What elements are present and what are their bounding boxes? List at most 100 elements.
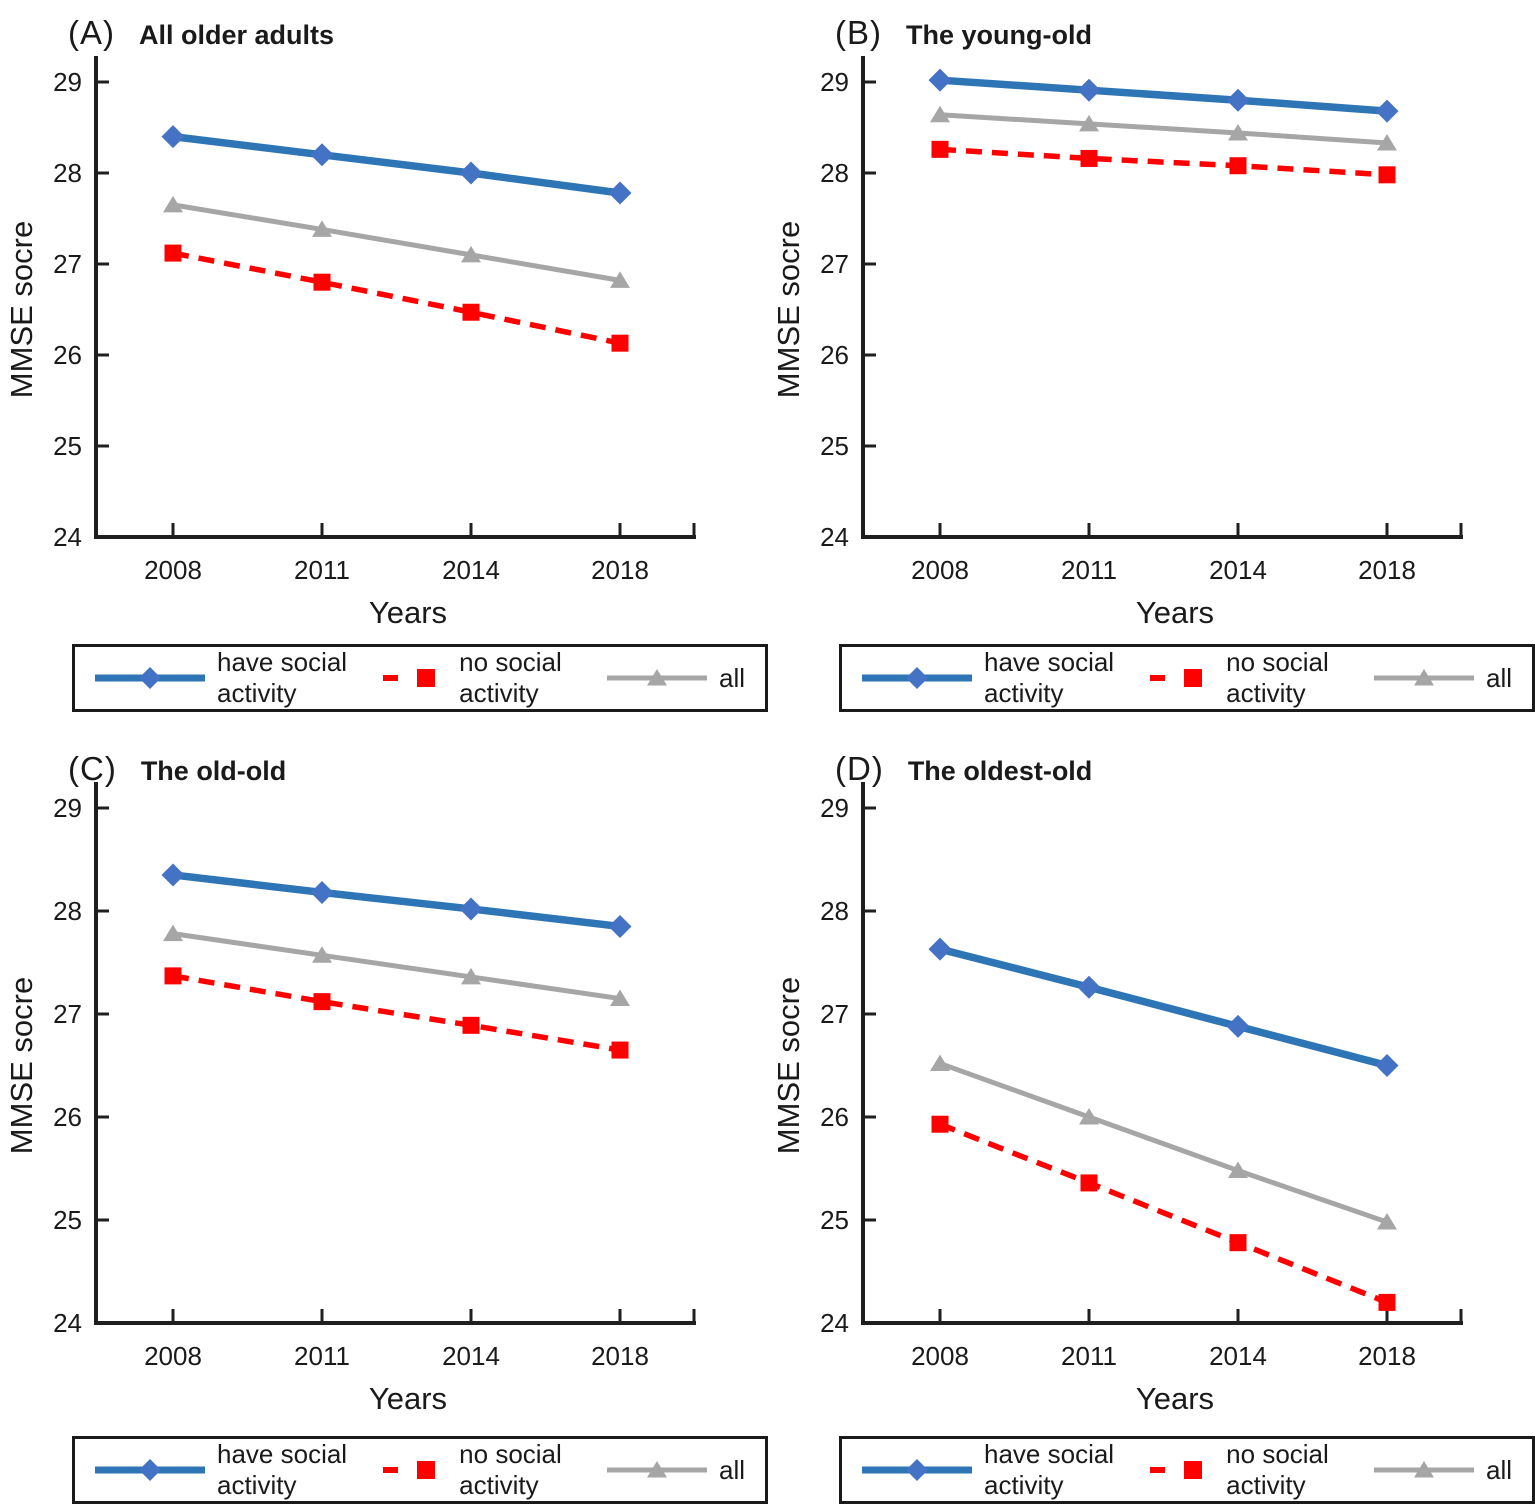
legend-item-no-social-activity: no social activity: [1148, 647, 1374, 709]
svg-text:2008: 2008: [144, 555, 202, 585]
legend-item-have-social-activity: have social activity: [95, 1439, 381, 1501]
panel-a-label: (A): [68, 14, 115, 51]
panel-d-label: (D): [835, 750, 884, 787]
svg-text:2011: 2011: [294, 555, 350, 585]
svg-text:25: 25: [53, 431, 82, 461]
legend-b: have social activity no social activity …: [839, 644, 1535, 712]
legend-item-all: all: [606, 1454, 745, 1486]
svg-text:27: 27: [820, 999, 849, 1029]
legend-item-no-social-activity: no social activity: [1148, 1439, 1374, 1501]
line-chart-d: 29 28 27 26 25 24 2008 2011 2014 2018 Years MMSE so…: [775, 782, 1463, 1416]
svg-text:2018: 2018: [591, 1341, 649, 1371]
svg-text:Years: Years: [1136, 1381, 1214, 1416]
legend-item-all: all: [1373, 662, 1512, 694]
svg-text:28: 28: [820, 896, 849, 926]
panel-d-title-text: The oldest-old: [907, 756, 1093, 786]
svg-text:2008: 2008: [144, 1341, 202, 1371]
svg-text:2018: 2018: [1358, 1341, 1416, 1371]
svg-text:25: 25: [820, 1205, 849, 1235]
red-square-dash-icon: [381, 665, 447, 691]
legend-a: have social activity no social activity …: [72, 644, 768, 712]
svg-text:26: 26: [820, 1102, 849, 1132]
svg-text:24: 24: [53, 522, 82, 552]
gray-triangle-line-icon: [1373, 1457, 1474, 1483]
panel-b-label: (B): [835, 14, 882, 51]
svg-text:2014: 2014: [1209, 555, 1267, 585]
legend-label: no social activity: [459, 647, 562, 708]
svg-text:25: 25: [53, 1205, 82, 1235]
legend-item-have-social-activity: have social activity: [862, 647, 1148, 709]
legend-c: have social activity no social activity …: [72, 1436, 768, 1504]
line-chart-b: 29 28 27 26 25 24 2008 2011 2014 2018 Years MMSE so…: [775, 56, 1463, 630]
svg-text:2018: 2018: [1358, 555, 1416, 585]
legend-item-no-social-activity: no social activity: [381, 1439, 607, 1501]
panel-b-title: (B) The young-old: [835, 14, 1092, 52]
panel-b: (B) The young-old 29 28 27 26 25 24 2008 2011 20…: [767, 0, 1535, 728]
panel-d: (D) The oldest-old 29 28 27 26 25 24 2008 2011 2…: [767, 728, 1535, 1512]
legend-label: no social activity: [1226, 1439, 1329, 1500]
panel-c: (C) The old-old 29 28 27 26 25 24 2008 2011 2014…: [0, 728, 768, 1512]
legend-item-no-social-activity: no social activity: [381, 647, 607, 709]
svg-text:27: 27: [820, 249, 849, 279]
svg-text:Years: Years: [369, 595, 447, 630]
svg-text:Years: Years: [1136, 595, 1214, 630]
blue-diamond-line-icon: [95, 665, 205, 691]
red-square-dash-icon: [1148, 1457, 1214, 1483]
line-chart-c: 29 28 27 26 25 24 2008 2011 2014 2018 Years MMSE so…: [8, 782, 696, 1416]
blue-diamond-line-icon: [862, 1457, 972, 1483]
legend-label: no social activity: [459, 1439, 562, 1500]
legend-label: have social activity: [217, 647, 348, 708]
blue-diamond-line-icon: [95, 1457, 205, 1483]
legend-item-all: all: [606, 662, 745, 694]
svg-text:28: 28: [53, 896, 82, 926]
red-square-dash-icon: [381, 1457, 447, 1483]
gray-triangle-line-icon: [606, 1457, 707, 1483]
legend-label: all: [1485, 662, 1512, 693]
svg-text:26: 26: [53, 340, 82, 370]
blue-diamond-line-icon: [862, 665, 972, 691]
svg-text:28: 28: [53, 158, 82, 188]
legend-label: all: [1485, 1454, 1512, 1485]
svg-text:MMSE socre: MMSE socre: [8, 977, 39, 1154]
svg-text:28: 28: [820, 158, 849, 188]
svg-text:27: 27: [53, 999, 82, 1029]
panel-a-title-text: All older adults: [139, 20, 335, 50]
svg-text:24: 24: [820, 522, 849, 552]
red-square-dash-icon: [1148, 665, 1214, 691]
legend-d: have social activity no social activity …: [839, 1436, 1535, 1504]
svg-text:29: 29: [53, 793, 82, 823]
svg-text:2008: 2008: [911, 555, 969, 585]
legend-label: all: [718, 1454, 745, 1485]
svg-text:27: 27: [53, 249, 82, 279]
panel-d-title: (D) The oldest-old: [835, 750, 1092, 788]
svg-text:2011: 2011: [1061, 555, 1117, 585]
legend-item-all: all: [1373, 1454, 1512, 1486]
legend-label: no social activity: [1226, 647, 1329, 708]
panel-c-label: (C): [68, 750, 117, 787]
panel-a-title: (A) All older adults: [68, 14, 334, 52]
legend-label: all: [718, 662, 745, 693]
svg-text:26: 26: [53, 1102, 82, 1132]
svg-text:MMSE socre: MMSE socre: [775, 977, 806, 1154]
svg-text:2018: 2018: [591, 555, 649, 585]
gray-triangle-line-icon: [1373, 665, 1474, 691]
panel-c-title: (C) The old-old: [68, 750, 286, 788]
svg-text:24: 24: [820, 1308, 849, 1338]
panel-a: (A) All older adults 29 28 27 26 25 24 2008 201…: [0, 0, 768, 728]
legend-item-have-social-activity: have social activity: [95, 647, 381, 709]
svg-text:29: 29: [820, 67, 849, 97]
svg-text:2008: 2008: [911, 1341, 969, 1371]
svg-text:MMSE socre: MMSE socre: [8, 221, 39, 398]
svg-text:2014: 2014: [442, 1341, 500, 1371]
legend-label: have social activity: [984, 647, 1115, 708]
svg-text:29: 29: [820, 793, 849, 823]
svg-text:24: 24: [53, 1308, 82, 1338]
svg-text:MMSE socre: MMSE socre: [775, 221, 806, 398]
gray-triangle-line-icon: [606, 665, 707, 691]
line-chart-a: 29 28 27 26 25 24 2008 2011 2014 2018 Years MMSE so…: [8, 56, 696, 630]
svg-text:29: 29: [53, 67, 82, 97]
legend-label: have social activity: [984, 1439, 1115, 1500]
legend-label: have social activity: [217, 1439, 348, 1500]
panel-c-title-text: The old-old: [140, 756, 287, 786]
